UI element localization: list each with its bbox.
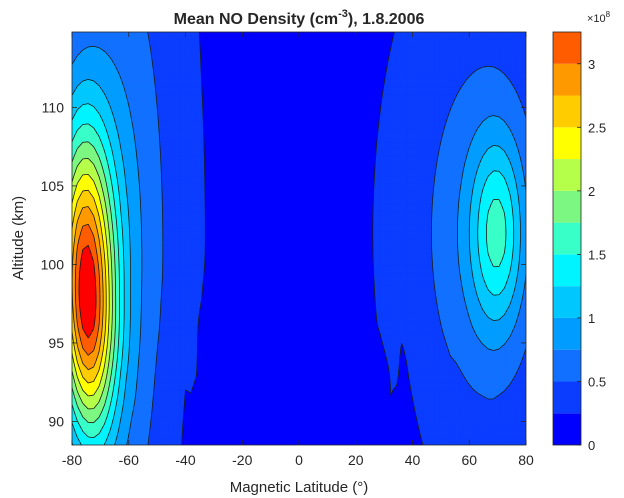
contour-line-1 [181, 32, 424, 445]
y-tick-label: 110 [42, 99, 65, 115]
y-tick-label: 100 [41, 256, 65, 272]
x-tick-label: 20 [348, 452, 364, 468]
y-tick-label: 90 [48, 413, 64, 429]
colorbar-swatch [553, 190, 581, 223]
contour-line-8 [72, 158, 113, 410]
colorbar-exponent-base: ×10 [587, 13, 606, 25]
colorbar-tick-label: 2.5 [588, 120, 606, 135]
contour-line-5 [72, 103, 515, 445]
contour-line-7 [72, 141, 117, 424]
colorbar-swatch [553, 222, 581, 255]
x-tick-label: 0 [295, 452, 303, 468]
x-tick-label: -80 [62, 452, 82, 468]
x-tick-label: 60 [461, 452, 477, 468]
contour-plot-area [72, 32, 526, 445]
contour-line-12 [74, 223, 101, 356]
colorbar-frame [552, 31, 582, 446]
contour-line-10 [72, 189, 107, 384]
colorbar-swatch [553, 159, 581, 191]
contour-line-4 [72, 78, 521, 445]
contour-line-9 [72, 173, 110, 397]
colorbar-tick-label: 3 [588, 57, 595, 72]
y-tick-label: 105 [41, 178, 65, 194]
colorbar-swatch [553, 254, 581, 287]
title-main: Mean NO Density (cm [174, 11, 338, 28]
title-tail: ), 1.8.2006 [348, 11, 425, 28]
colorbar-swatch [553, 381, 581, 414]
colorbar: 0 0.5 1 1.5 2 2.5 3 [552, 31, 606, 453]
contour-line-2 [147, 32, 526, 445]
x-tick-label: -60 [119, 452, 139, 468]
colorbar-swatch [553, 286, 581, 318]
colorbar-swatch [553, 127, 581, 160]
colorbar-swatch [553, 349, 581, 382]
colorbar-exponent-power: 8 [606, 10, 611, 19]
x-tick-label: 80 [518, 452, 534, 468]
x-tick-label: 40 [405, 452, 421, 468]
colorbar-exponent: ×108 [587, 10, 611, 25]
colorbar-swatch [553, 32, 581, 64]
x-axis: -80 -60 -40 -20 0 20 40 60 80 [62, 32, 534, 468]
y-tick-label: 95 [48, 335, 64, 351]
colorbar-tick-label: 1.5 [588, 247, 606, 262]
colorbar-tick-label: 2 [588, 184, 595, 199]
colorbar-tick-label: 0 [588, 438, 595, 453]
colorbar-swatch [553, 63, 581, 96]
title-superscript: -3 [338, 8, 348, 20]
colorbar-tick-label: 1 [588, 311, 595, 326]
y-axis-label: Altitude (km) [10, 196, 27, 280]
x-tick-label: -20 [232, 452, 252, 468]
colorbar-swatch [553, 413, 581, 445]
y-axis: 90 95 100 105 110 [41, 99, 526, 429]
x-axis-label: Magnetic Latitude (°) [230, 479, 369, 496]
x-tick-label: -40 [175, 452, 195, 468]
contour-line-6 [72, 123, 507, 439]
colorbar-swatch [553, 95, 581, 128]
chart-title: Mean NO Density (cm-3), 1.8.2006 [174, 8, 425, 28]
colorbar-tick-label: 0.5 [588, 374, 606, 389]
contour-line-13 [78, 244, 97, 339]
colorbar-swatch [553, 317, 581, 350]
